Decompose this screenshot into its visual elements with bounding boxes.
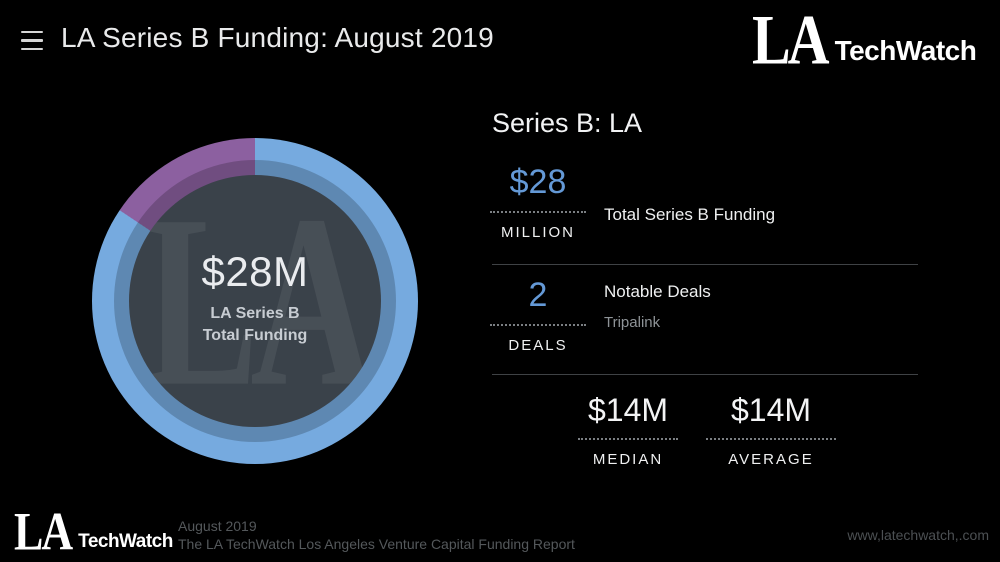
logo-la-monogram: LA [752,0,830,80]
deal-company-name: Tripalink [604,314,661,331]
donut-chart: LA $28M LA Series B Total Funding [92,138,418,464]
footer-date: August 2019 [178,518,257,534]
divider-2 [492,374,918,375]
stat-average-label: AVERAGE [706,438,836,468]
footer-report-info: August 2019 The LA TechWatch Los Angeles… [178,518,575,553]
latechwatch-footer-logo: LA TechWatch [14,505,173,559]
footer-logo-la-monogram: LA [14,501,73,562]
stat-median-value: $14M [587,392,669,428]
footer-report-title: The LA TechWatch Los Angeles Venture Cap… [178,535,575,552]
stat-deals-value: 2 [528,276,548,314]
stat-median: $14M MEDIAN [578,392,678,468]
donut-total-value: $28M [201,247,309,295]
stat-median-label: MEDIAN [578,438,678,468]
stat-total-funding-unit: MILLION [490,211,586,241]
footer-logo-techwatch-text: TechWatch [78,531,173,552]
stat-total-funding-value: $28 [509,163,567,201]
donut-sublabel: LA Series B Total Funding [202,304,308,344]
donut-center-text: $28M LA Series B Total Funding [201,248,308,347]
la-watermark: LA [144,175,373,427]
divider-1 [492,264,918,265]
stats-panel-heading: Series B: LA [492,108,643,138]
stat-deals: 2 DEALS [490,276,586,354]
stat-average-value: $14M [730,392,812,428]
latechwatch-logo: LA TechWatch [752,4,977,75]
donut-center-disc: LA $28M LA Series B Total Funding [129,175,381,427]
logo-techwatch-text: TechWatch [834,35,977,66]
menu-hamburger-icon[interactable] [21,31,43,50]
footer-website: www,latechwatch,.com [847,527,989,543]
notable-deals-label: Notable Deals [604,282,711,301]
stat-total-funding: $28 MILLION [490,163,586,241]
stat-average: $14M AVERAGE [706,392,836,468]
total-funding-label: Total Series B Funding [604,205,776,224]
stat-deals-unit: DEALS [490,324,586,354]
page-title: LA Series B Funding: August 2019 [61,22,494,53]
